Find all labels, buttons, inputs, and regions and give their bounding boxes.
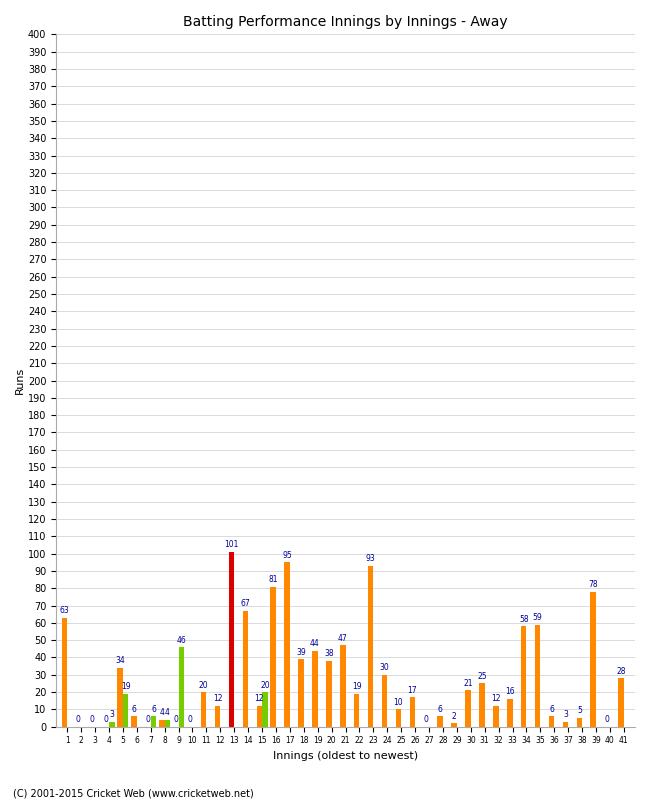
Text: 4: 4 bbox=[165, 708, 170, 718]
Bar bbox=[131, 716, 137, 726]
Text: 6: 6 bbox=[131, 705, 136, 714]
Text: 25: 25 bbox=[477, 672, 487, 681]
Text: 16: 16 bbox=[505, 687, 515, 697]
Bar bbox=[214, 706, 220, 726]
Text: 81: 81 bbox=[268, 575, 278, 584]
Text: 21: 21 bbox=[463, 678, 473, 688]
Text: 0: 0 bbox=[76, 715, 81, 724]
Bar bbox=[242, 610, 248, 726]
Bar bbox=[535, 625, 540, 726]
Text: 38: 38 bbox=[324, 650, 333, 658]
Bar bbox=[340, 646, 346, 726]
Text: 12: 12 bbox=[491, 694, 500, 703]
Text: 5: 5 bbox=[577, 706, 582, 715]
Bar bbox=[618, 678, 624, 726]
Text: 58: 58 bbox=[519, 614, 528, 624]
Bar bbox=[118, 668, 123, 726]
Bar bbox=[549, 716, 554, 726]
Text: 28: 28 bbox=[616, 666, 626, 676]
Bar bbox=[437, 716, 443, 726]
X-axis label: Innings (oldest to newest): Innings (oldest to newest) bbox=[273, 751, 418, 761]
Bar bbox=[479, 683, 485, 726]
Bar bbox=[396, 710, 401, 726]
Bar bbox=[451, 723, 457, 726]
Text: 0: 0 bbox=[104, 715, 109, 724]
Text: 6: 6 bbox=[437, 705, 443, 714]
Text: 3: 3 bbox=[109, 710, 114, 719]
Bar bbox=[521, 626, 526, 726]
Bar bbox=[151, 716, 156, 726]
Text: 12: 12 bbox=[255, 694, 264, 703]
Bar bbox=[270, 586, 276, 726]
Text: 3: 3 bbox=[563, 710, 568, 719]
Text: 93: 93 bbox=[366, 554, 376, 563]
Bar bbox=[179, 647, 184, 726]
Bar bbox=[563, 722, 568, 726]
Bar bbox=[577, 718, 582, 726]
Bar bbox=[465, 690, 471, 726]
Bar bbox=[159, 720, 164, 726]
Bar bbox=[123, 694, 129, 726]
Bar bbox=[312, 650, 318, 726]
Text: 101: 101 bbox=[224, 540, 239, 550]
Text: 78: 78 bbox=[588, 580, 598, 589]
Text: 39: 39 bbox=[296, 648, 306, 657]
Text: 10: 10 bbox=[394, 698, 403, 707]
Bar bbox=[493, 706, 499, 726]
Bar bbox=[284, 562, 290, 726]
Text: 34: 34 bbox=[115, 656, 125, 666]
Text: 19: 19 bbox=[121, 682, 131, 691]
Text: 30: 30 bbox=[380, 663, 389, 672]
Text: 17: 17 bbox=[408, 686, 417, 694]
Bar bbox=[257, 706, 262, 726]
Text: 46: 46 bbox=[177, 635, 187, 645]
Text: 6: 6 bbox=[549, 705, 554, 714]
Text: 44: 44 bbox=[310, 639, 320, 648]
Bar bbox=[229, 552, 234, 726]
Text: 4: 4 bbox=[159, 708, 164, 718]
Bar bbox=[201, 692, 207, 726]
Text: 2: 2 bbox=[452, 712, 456, 721]
Text: 95: 95 bbox=[282, 550, 292, 560]
Text: 0: 0 bbox=[90, 715, 95, 724]
Text: 0: 0 bbox=[424, 715, 429, 724]
Text: 0: 0 bbox=[187, 715, 192, 724]
Bar bbox=[109, 722, 114, 726]
Text: 20: 20 bbox=[260, 681, 270, 690]
Bar bbox=[326, 661, 332, 726]
Bar bbox=[590, 592, 596, 726]
Text: 6: 6 bbox=[151, 705, 156, 714]
Title: Batting Performance Innings by Innings - Away: Batting Performance Innings by Innings -… bbox=[183, 15, 508, 29]
Bar bbox=[164, 720, 170, 726]
Text: 63: 63 bbox=[60, 606, 70, 615]
Bar bbox=[298, 659, 304, 726]
Text: 20: 20 bbox=[199, 681, 209, 690]
Bar bbox=[410, 698, 415, 726]
Text: 59: 59 bbox=[533, 613, 543, 622]
Bar bbox=[382, 674, 387, 726]
Text: (C) 2001-2015 Cricket Web (www.cricketweb.net): (C) 2001-2015 Cricket Web (www.cricketwe… bbox=[13, 788, 254, 798]
Text: 67: 67 bbox=[240, 599, 250, 608]
Bar bbox=[354, 694, 359, 726]
Bar bbox=[368, 566, 373, 726]
Text: 19: 19 bbox=[352, 682, 361, 691]
Text: 0: 0 bbox=[174, 715, 178, 724]
Text: 0: 0 bbox=[146, 715, 150, 724]
Bar bbox=[62, 618, 67, 726]
Text: 0: 0 bbox=[604, 715, 610, 724]
Text: 12: 12 bbox=[213, 694, 222, 703]
Text: 47: 47 bbox=[338, 634, 348, 642]
Y-axis label: Runs: Runs bbox=[15, 367, 25, 394]
Bar bbox=[262, 692, 268, 726]
Bar bbox=[507, 699, 513, 726]
